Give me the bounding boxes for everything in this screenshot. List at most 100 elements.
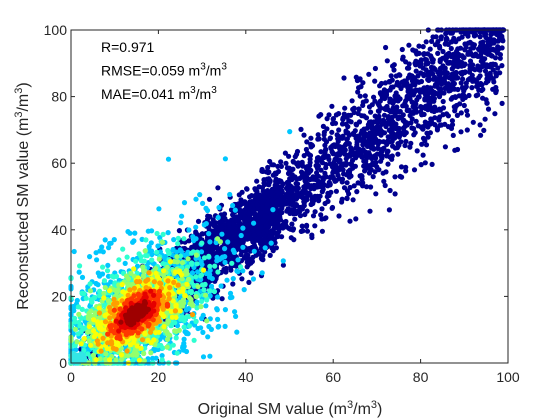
data-point bbox=[376, 130, 382, 136]
data-point bbox=[282, 150, 288, 156]
data-point bbox=[458, 80, 464, 86]
data-point bbox=[458, 70, 464, 76]
data-point bbox=[399, 46, 405, 53]
data-point bbox=[379, 148, 385, 154]
data-point bbox=[321, 132, 327, 138]
data-point bbox=[290, 159, 297, 165]
data-point bbox=[227, 290, 234, 296]
data-point bbox=[248, 260, 254, 266]
data-point bbox=[299, 173, 305, 179]
data-point bbox=[324, 126, 330, 132]
data-point bbox=[197, 192, 203, 198]
data-point bbox=[356, 106, 362, 112]
data-point bbox=[237, 212, 244, 218]
data-point bbox=[382, 182, 388, 189]
data-point bbox=[445, 124, 451, 130]
data-point bbox=[346, 153, 352, 159]
data-point bbox=[448, 45, 454, 52]
data-point bbox=[352, 128, 358, 134]
data-point bbox=[231, 222, 237, 228]
data-point bbox=[329, 204, 336, 211]
data-point bbox=[359, 176, 365, 182]
data-point bbox=[497, 52, 503, 58]
data-point bbox=[497, 55, 503, 61]
data-point bbox=[396, 134, 402, 140]
data-point bbox=[229, 294, 235, 300]
data-point bbox=[452, 56, 458, 62]
data-point bbox=[366, 71, 372, 77]
data-point bbox=[308, 201, 314, 208]
data-point bbox=[286, 179, 292, 185]
data-point bbox=[446, 52, 452, 59]
data-point bbox=[436, 72, 442, 78]
data-point bbox=[93, 250, 99, 256]
data-point bbox=[422, 119, 428, 125]
data-point bbox=[294, 195, 300, 201]
data-point bbox=[416, 79, 422, 85]
data-point bbox=[210, 217, 216, 223]
data-point bbox=[256, 184, 262, 190]
data-point bbox=[423, 142, 430, 148]
data-point bbox=[199, 240, 205, 246]
data-point bbox=[79, 274, 86, 280]
data-point bbox=[468, 46, 474, 52]
data-point bbox=[238, 240, 244, 246]
data-point bbox=[477, 34, 483, 40]
data-point bbox=[236, 192, 242, 198]
data-point bbox=[351, 105, 357, 111]
data-point bbox=[403, 130, 409, 136]
data-point bbox=[395, 141, 401, 147]
data-point bbox=[314, 174, 320, 180]
data-point bbox=[333, 188, 339, 194]
data-point bbox=[460, 96, 466, 102]
data-point bbox=[290, 202, 296, 208]
data-point bbox=[410, 88, 416, 94]
data-point bbox=[334, 132, 340, 138]
data-point bbox=[349, 98, 355, 104]
data-point bbox=[400, 112, 406, 118]
data-point bbox=[215, 185, 221, 191]
data-point bbox=[470, 53, 476, 59]
data-point bbox=[248, 270, 254, 276]
data-point bbox=[200, 354, 207, 360]
data-point bbox=[372, 78, 378, 84]
data-point bbox=[327, 161, 333, 167]
data-point bbox=[278, 159, 284, 165]
data-point bbox=[316, 113, 322, 119]
data-point bbox=[432, 75, 438, 82]
data-point bbox=[347, 184, 353, 191]
data-point bbox=[215, 316, 221, 322]
data-point bbox=[445, 41, 451, 48]
data-point bbox=[418, 109, 424, 115]
data-point bbox=[420, 152, 426, 158]
data-point bbox=[451, 70, 457, 77]
data-point bbox=[373, 159, 379, 166]
data-point bbox=[359, 128, 365, 134]
data-point bbox=[442, 144, 448, 150]
data-point bbox=[411, 126, 417, 132]
data-point bbox=[260, 205, 266, 211]
data-point bbox=[357, 93, 363, 99]
data-point bbox=[263, 222, 269, 228]
data-point bbox=[288, 187, 294, 193]
data-point bbox=[485, 38, 491, 44]
data-point bbox=[320, 177, 326, 183]
data-point bbox=[219, 231, 225, 237]
data-point bbox=[451, 81, 457, 87]
data-point bbox=[364, 139, 370, 145]
data-point bbox=[258, 225, 264, 231]
data-point bbox=[440, 105, 447, 111]
data-point bbox=[222, 246, 228, 252]
data-point bbox=[455, 86, 461, 93]
data-point bbox=[179, 213, 185, 219]
data-point bbox=[430, 57, 436, 63]
data-point bbox=[392, 191, 398, 197]
data-point bbox=[328, 144, 334, 151]
data-point bbox=[457, 45, 464, 51]
data-point bbox=[287, 207, 294, 213]
data-point bbox=[228, 232, 235, 238]
data-point bbox=[319, 228, 325, 234]
data-point bbox=[416, 43, 422, 49]
data-point bbox=[368, 145, 375, 151]
data-point bbox=[219, 255, 225, 261]
